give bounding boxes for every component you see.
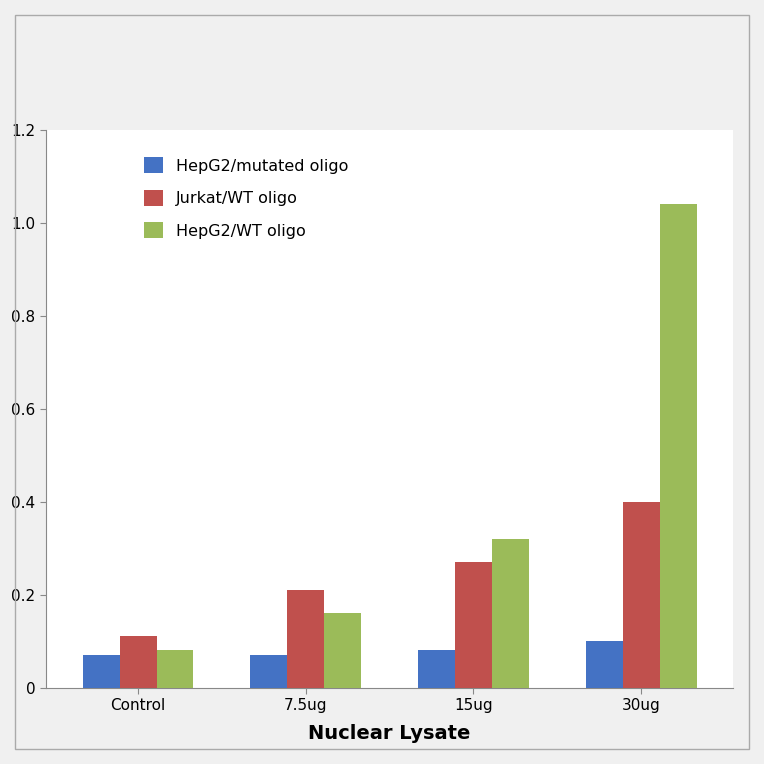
Bar: [324, 613, 361, 688]
Bar: [492, 539, 529, 688]
Bar: [120, 636, 157, 688]
Bar: [83, 655, 120, 688]
Bar: [659, 204, 697, 688]
X-axis label: Nuclear Lysate: Nuclear Lysate: [309, 724, 471, 743]
Bar: [455, 562, 492, 688]
Bar: [251, 655, 287, 688]
Bar: [287, 590, 324, 688]
Bar: [586, 641, 623, 688]
Bar: [623, 502, 659, 688]
Bar: [157, 650, 193, 688]
Legend: HepG2/mutated oligo, Jurkat/WT oligo, HepG2/WT oligo: HepG2/mutated oligo, Jurkat/WT oligo, He…: [136, 149, 357, 247]
Text: 450nm: 450nm: [0, 454, 1, 497]
Bar: [418, 650, 455, 688]
